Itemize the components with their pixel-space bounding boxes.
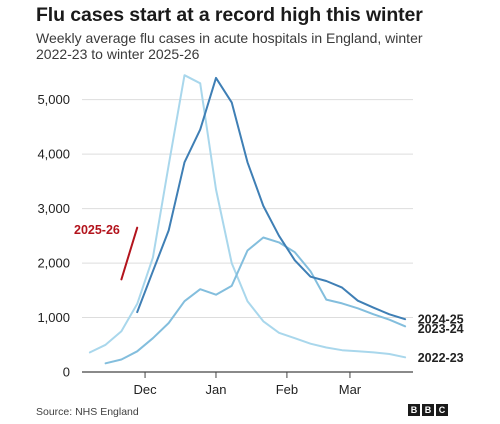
y-tick-label: 3,000	[37, 201, 70, 216]
x-tick-label: Feb	[276, 382, 298, 397]
series-label: 2025-26	[74, 223, 120, 237]
chart-title: Flu cases start at a record high this wi…	[36, 4, 423, 26]
series-label: 2023-24	[418, 322, 464, 336]
series-label: 2024-25	[418, 313, 464, 327]
source-note: Source: NHS England	[36, 406, 139, 418]
chart-subtitle: Weekly average flu cases in acute hospit…	[36, 30, 423, 62]
gridlines	[82, 99, 413, 373]
y-tick-label: 4,000	[37, 147, 70, 162]
x-tick-label: Dec	[133, 382, 157, 397]
y-tick-label: 5,000	[37, 92, 70, 107]
bbc-logo-block: B	[408, 404, 420, 416]
x-axis-ticks: Dec Jan Feb Mar	[133, 372, 362, 397]
x-tick-label: Mar	[339, 382, 362, 397]
series-lines	[88, 74, 407, 365]
series-line-s2024	[136, 76, 407, 321]
y-tick-label: 1,000	[37, 310, 70, 325]
series-line-s2023	[104, 236, 407, 365]
bbc-logo-block: B	[422, 404, 434, 416]
series-line-s2025	[120, 226, 139, 281]
y-tick-label: 0	[63, 365, 70, 380]
y-axis-ticks: 0 1,000 2,000 3,000 4,000 5,000	[37, 92, 70, 379]
bbc-logo: B B C	[408, 404, 448, 416]
series-label: 2022-23	[418, 351, 464, 365]
series-line-s2022	[88, 74, 407, 359]
bbc-logo-block: C	[436, 404, 448, 416]
x-tick-label: Jan	[205, 382, 226, 397]
y-tick-label: 2,000	[37, 256, 70, 271]
